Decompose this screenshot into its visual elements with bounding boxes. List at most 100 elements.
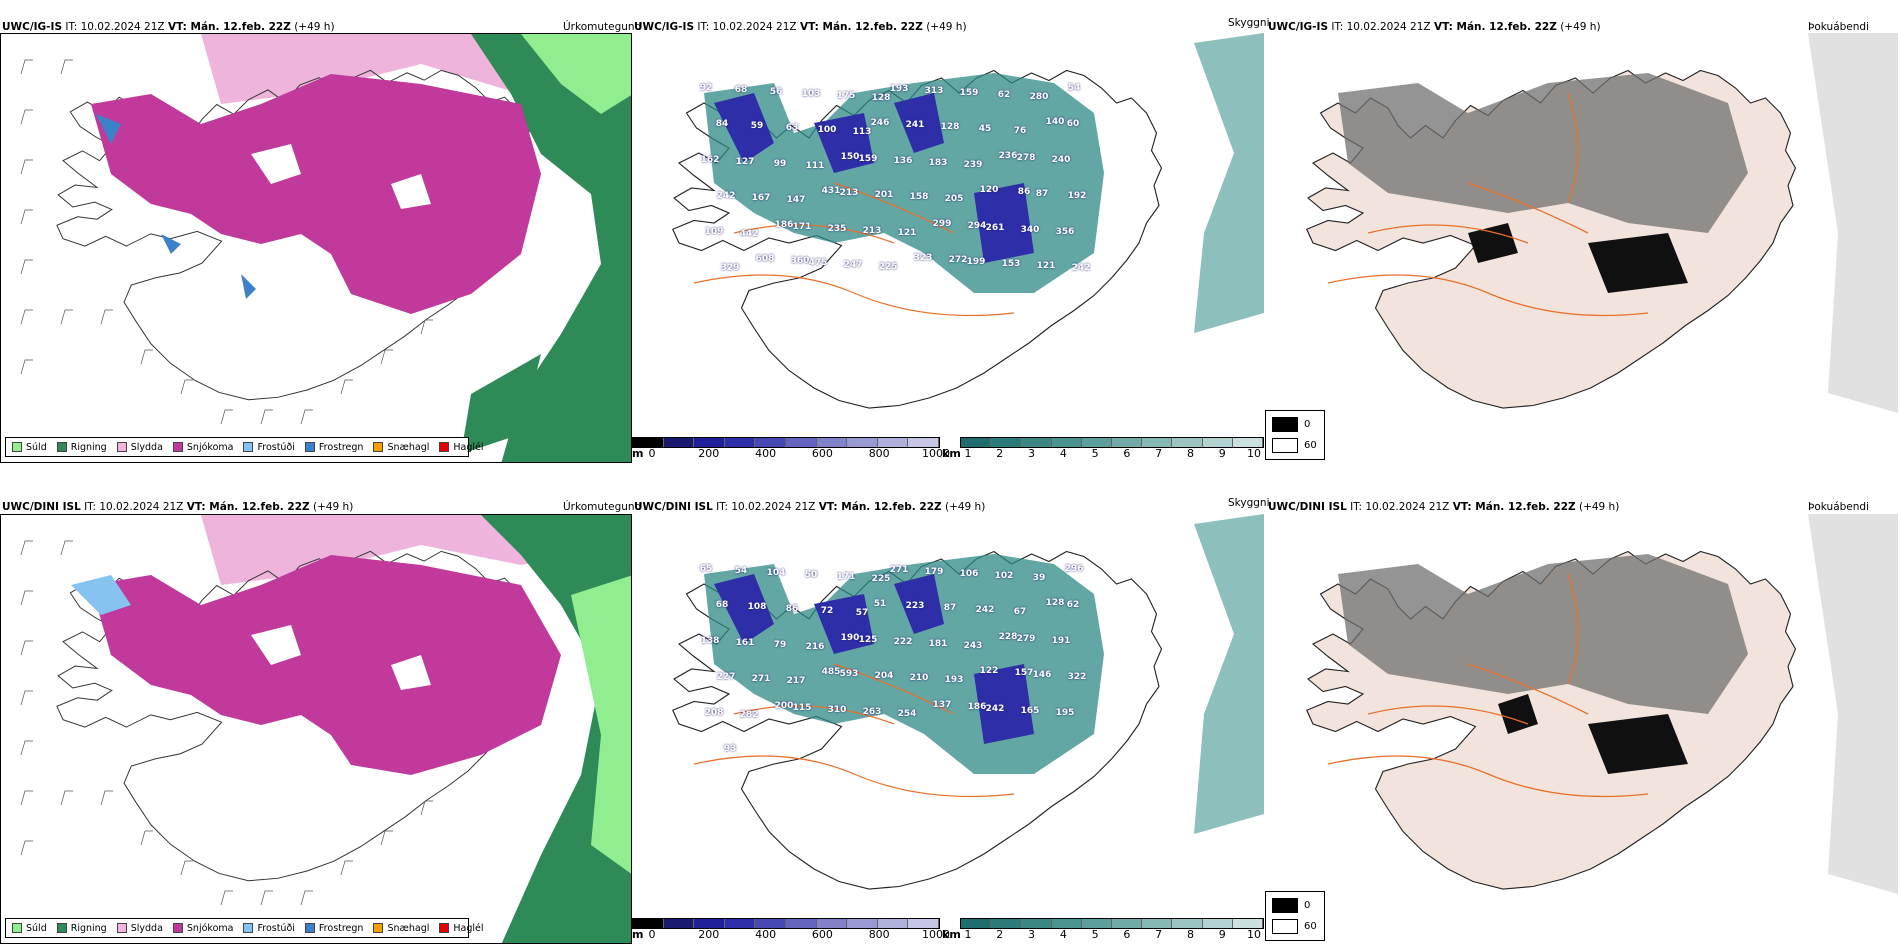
snow-depth-label: 127 xyxy=(735,157,755,167)
snow-depth-label: 322 xyxy=(1067,672,1087,682)
snow-depth-label: 278 xyxy=(1016,153,1036,163)
fog-header: UWC/IG-IS IT: 10.02.2024 21Z VT: Mán. 12… xyxy=(1268,21,1601,33)
snow-depth-label: 59 xyxy=(750,121,764,131)
legend-item-hail: Haglél xyxy=(439,923,484,934)
snow-depth-label: 240 xyxy=(1051,155,1071,165)
vis-title: Skyggni xyxy=(1228,17,1270,29)
snow-depth-label: 254 xyxy=(897,709,917,719)
snow-depth-label: 431 xyxy=(821,186,841,196)
snow-depth-label: 50 xyxy=(804,570,818,580)
colorbar-tick-label: 800 xyxy=(868,447,890,460)
snow-depth-label: 186 xyxy=(967,702,987,712)
lead-time: (+49 h) xyxy=(944,501,986,513)
snow-depth-label: 246 xyxy=(870,118,890,128)
snow-depth-label: 199 xyxy=(966,257,986,267)
colorbar-segment xyxy=(663,438,695,447)
init-time: IT: 10.02.2024 21Z xyxy=(65,21,165,33)
snow-depth-label: 157 xyxy=(1014,668,1034,678)
precip-map[interactable]: Súld Rigning Slydda Snjókoma Frostúði Fr… xyxy=(0,514,632,944)
colorbar-segment xyxy=(755,438,786,447)
snow-depth-label: 62 xyxy=(997,90,1011,100)
snow-depth-label: 103 xyxy=(801,89,821,99)
fog-map-canvas xyxy=(1306,33,1898,413)
snow-depth-label: 217 xyxy=(786,676,806,686)
vis-map-canvas xyxy=(672,514,1264,890)
snow-depth-label: 62 xyxy=(1066,600,1080,610)
colorbar-tick-label: 2 xyxy=(996,447,1004,460)
fog-title: Þokuábendi xyxy=(1808,501,1869,513)
snow-depth-label: 271 xyxy=(751,674,771,684)
snow-depth-label: 68 xyxy=(734,85,748,95)
colorbar-tick-label: 0 xyxy=(648,447,656,460)
visibility-colorbar: km 1 2 3 4 5 6 7 8 9 10 xyxy=(942,918,1264,942)
snow-depth-label: 111 xyxy=(805,161,825,171)
colorbar-segment xyxy=(786,438,817,447)
fog-map[interactable] xyxy=(1268,33,1898,433)
visibility-unit: km xyxy=(942,928,961,941)
precip-map-canvas xyxy=(1,34,631,462)
colorbar-segment xyxy=(724,438,756,447)
row-igis: UWC/IG-IS IT: 10.02.2024 21Z VT: Mán. 12… xyxy=(0,17,1898,463)
precip-title: Úrkomutegund xyxy=(563,501,642,513)
fog-key-max: 60 xyxy=(1304,921,1317,932)
init-time: IT: 10.02.2024 21Z xyxy=(1331,21,1431,33)
snow-depth-label: 45 xyxy=(978,124,992,134)
model-label: UWC/DINI ISL xyxy=(1268,501,1347,513)
colorbar-tick-label: 7 xyxy=(1155,447,1163,460)
snow-depth-label: 162 xyxy=(700,155,720,165)
snow-depth-label: 208 xyxy=(704,708,724,718)
colorbar-segment xyxy=(816,438,848,447)
snow-depth-label: 109 xyxy=(704,227,724,237)
snow-depth-label: 193 xyxy=(889,84,909,94)
valid-time: VT: Mán. 12.feb. 22Z xyxy=(1433,21,1557,33)
snow-depth-label: 167 xyxy=(751,193,771,203)
snow-depth-label: 190 xyxy=(840,633,860,643)
legend-item-hail: Haglél xyxy=(439,442,484,453)
snow-depth-label: 84 xyxy=(715,119,729,129)
colorbar-segment xyxy=(1051,919,1082,928)
snow-depth-label: 279 xyxy=(1016,634,1036,644)
lead-time: (+49 h) xyxy=(1578,501,1620,513)
snow-depth-label: 272 xyxy=(948,255,968,265)
colorbar-segment xyxy=(847,919,878,928)
snow-depth-colorbar: m 0 200 400 600 800 1000 xyxy=(632,918,950,942)
legend-item-drizzle: Súld xyxy=(12,442,47,453)
snow-depth-label: 179 xyxy=(924,567,944,577)
lead-time: (+49 h) xyxy=(926,21,967,33)
snow-depth-label: 242 xyxy=(716,191,736,201)
snow-depth-label: 223 xyxy=(905,601,925,611)
snow-depth-label: 159 xyxy=(959,88,979,98)
snow-depth-label: 282 xyxy=(739,710,759,720)
snow-depth-label: 121 xyxy=(897,228,917,238)
snow-depth-label: 39 xyxy=(1032,573,1046,583)
snow-depth-label: 227 xyxy=(716,672,736,682)
fog-title: Þokuábendi xyxy=(1808,21,1869,33)
snow-depth-label: 271 xyxy=(889,565,909,575)
lead-time: (+49 h) xyxy=(294,21,335,33)
fog-map[interactable] xyxy=(1268,514,1898,914)
precip-map[interactable]: Súld Rigning Slydda Snjókoma Frostúði Fr… xyxy=(0,33,632,463)
snow-depth-label: 161 xyxy=(735,638,755,648)
valid-time: VT: Mán. 12.feb. 22Z xyxy=(186,501,310,513)
snow-depth-label: 213 xyxy=(839,188,859,198)
snow-depth-unit: m xyxy=(632,447,644,460)
fog-key-min: 0 xyxy=(1304,900,1311,911)
snow-depth-label: 442 xyxy=(739,229,759,239)
fog-key-min: 0 xyxy=(1304,419,1311,430)
snow-depth-label: 108 xyxy=(747,602,767,612)
snow-depth-label: 608 xyxy=(755,254,775,264)
legend-item-snow-pellets: Snæhagl xyxy=(373,923,429,934)
model-label: UWC/IG-IS xyxy=(2,21,63,33)
snow-depth-label: 138 xyxy=(700,636,720,646)
colorbar-tick-label: 3 xyxy=(1028,928,1036,941)
precip-header: UWC/DINI ISL IT: 10.02.2024 21Z VT: Mán.… xyxy=(2,501,353,513)
fog-key: 0 60 xyxy=(1265,891,1325,941)
valid-time: VT: Mán. 12.feb. 22Z xyxy=(167,21,291,33)
snow-depth-label: 57 xyxy=(855,608,869,618)
snow-depth-label: 60 xyxy=(1066,119,1080,129)
snow-depth-label: 93 xyxy=(723,744,737,754)
vis-map[interactable]: 65 54 104 50 171 225 271 179 106 102 39 296 68 108 86 7… xyxy=(634,514,1264,914)
colorbar-tick-label: 200 xyxy=(698,928,720,941)
colorbar-tick-label: 1000 xyxy=(922,928,950,941)
vis-map[interactable]: 92 68 56 103 175 128 193 313 159 62 280 54 84 59 63 100… xyxy=(634,33,1264,433)
